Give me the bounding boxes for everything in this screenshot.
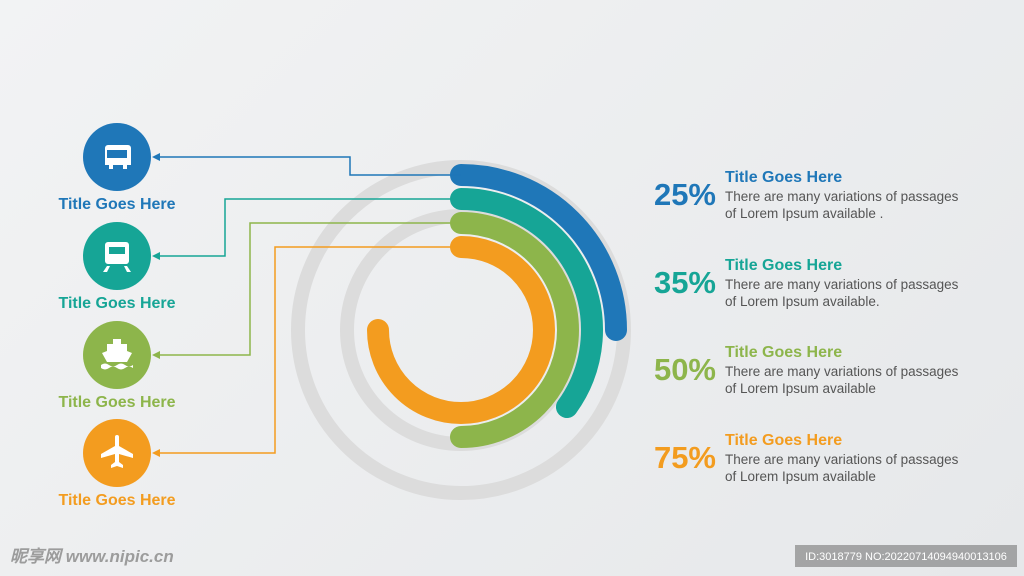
arrow-head	[152, 351, 160, 359]
icon-circle	[83, 123, 151, 191]
item-title: Title Goes Here	[725, 344, 842, 361]
description: of Lorem Ipsum available.	[725, 294, 880, 309]
value-label: 25%	[654, 177, 716, 212]
connector	[157, 222, 461, 356]
description: There are many variations of passages	[725, 364, 959, 379]
icon-label: Title Goes Here	[58, 295, 175, 312]
value-label: 35%	[654, 265, 716, 300]
description: There are many variations of passages	[725, 277, 959, 292]
progress-arc	[450, 212, 579, 448]
image-id: ID:3018779 NO:20220714094940013106	[805, 551, 1007, 563]
icon-label: Title Goes Here	[58, 394, 175, 411]
description: of Lorem Ipsum available .	[725, 206, 883, 221]
item-title: Title Goes Here	[725, 432, 842, 449]
progress-arc	[367, 236, 555, 424]
value-label: 75%	[654, 440, 716, 475]
icon-label: Title Goes Here	[58, 492, 175, 509]
arrow-head	[152, 449, 160, 457]
watermark: 昵享网 www.nipic.cn	[10, 547, 174, 566]
arrow-head	[152, 153, 160, 161]
description: of Lorem Ipsum available	[725, 381, 876, 396]
connector	[157, 156, 461, 176]
description: of Lorem Ipsum available	[725, 469, 876, 484]
icon	[105, 145, 131, 169]
progress-arc	[450, 164, 627, 341]
item-title: Title Goes Here	[725, 257, 842, 274]
arrow-head	[152, 252, 160, 260]
description: There are many variations of passages	[725, 189, 959, 204]
description: There are many variations of passages	[725, 452, 959, 467]
icon-label: Title Goes Here	[58, 196, 175, 213]
icon	[101, 435, 133, 468]
connector	[157, 198, 461, 257]
item-title: Title Goes Here	[725, 169, 842, 186]
progress-arc	[450, 188, 603, 418]
value-label: 50%	[654, 352, 716, 387]
connector	[157, 246, 461, 454]
icon	[103, 242, 131, 272]
icon	[101, 339, 133, 370]
id-badge	[795, 545, 1017, 567]
